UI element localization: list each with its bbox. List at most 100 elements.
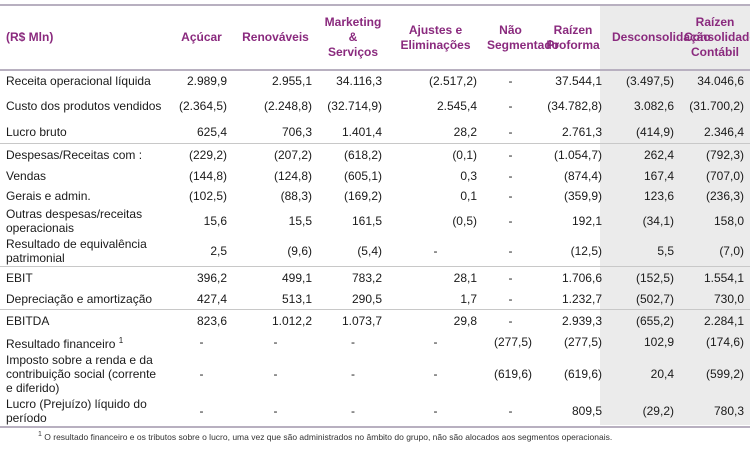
top-rule — [0, 4, 750, 6]
cell-proforma: (359,9) — [563, 189, 602, 203]
header-raizen-consolidado: Raízen Consolidado Contábil — [680, 6, 750, 71]
row-label: Lucro bruto — [0, 121, 170, 144]
cell-ajustes: 29,8 — [388, 309, 483, 332]
row-outras-despesas: Outras despesas/receitas operacionais 15,… — [0, 206, 750, 236]
cell-ajustes: (2.517,2) — [428, 74, 477, 88]
cell-consolidado: (599,2) — [705, 367, 744, 381]
cell-marketing: (169,2) — [343, 189, 382, 203]
row-depreciacao: Depreciação e amortização 427,4 513,1 290,5… — [0, 289, 750, 310]
cell-marketing: (605,1) — [343, 169, 382, 183]
row-label-text: Depreciação e amortização — [6, 292, 153, 306]
row-label-text: Resultado de equivalência patrimonial — [6, 237, 147, 265]
cell-desconsolidacao: 262,4 — [608, 143, 680, 166]
row-ebitda: EBITDA 823,6 1.012,2 1.073,7 29,8-2.939,3 (65… — [0, 309, 750, 332]
cell-marketing: - — [351, 335, 355, 349]
row-label: Resultado financeiro 1 — [0, 332, 170, 352]
row-gerais-admin: Gerais e admin. (102,5) (88,3) (169,2) 0,1 - (… — [0, 186, 750, 206]
table-body: Receita operacional líquida 2.989,9 2.955,… — [0, 70, 750, 428]
footnote-ref: 1 — [118, 335, 124, 345]
cell-acucar: 2.989,9 — [186, 74, 227, 88]
cell-nao-segmentado: - — [483, 396, 538, 428]
cell-desconsolidacao: 3.082,6 — [633, 99, 674, 113]
cell-renovaveis: 499,1 — [233, 266, 318, 289]
cell-consolidado: 2.284,1 — [680, 309, 750, 332]
header-acucar: Açúcar — [170, 6, 233, 71]
cell-nao-segmentado: - — [508, 99, 513, 113]
cell-renovaveis: - — [273, 335, 278, 349]
cell-ajustes: (0,1) — [388, 143, 483, 166]
header-ajustes-eliminacoes: Ajustes e Eliminações — [388, 6, 483, 71]
cell-marketing: 783,2 — [318, 266, 388, 289]
row-label: Vendas — [0, 166, 170, 186]
cell-consolidado: 730,0 — [713, 292, 744, 306]
cell-ajustes: - — [433, 244, 438, 258]
header-renovaveis: Renováveis — [233, 6, 318, 71]
cell-nao-segmentado: - — [508, 169, 513, 183]
row-label-text: Gerais e admin. — [6, 189, 91, 203]
cell-renovaveis: (2.248,8) — [263, 99, 312, 113]
row-label-text: Vendas — [6, 169, 47, 183]
cell-renovaveis: (207,2) — [233, 143, 318, 166]
cell-ajustes: 1,7 — [460, 292, 477, 306]
row-label: Receita operacional líquida — [0, 70, 170, 91]
footnote-marker: 1 — [38, 431, 42, 438]
row-label-text: EBITDA — [6, 314, 50, 328]
row-label: EBIT — [0, 266, 170, 289]
cell-consolidado: 1.554,1 — [680, 266, 750, 289]
cell-desconsolidacao: (655,2) — [608, 309, 680, 332]
cell-proforma: 2.761,3 — [561, 125, 602, 139]
cell-marketing: - — [318, 396, 388, 428]
row-label: Custo dos produtos vendidos — [0, 91, 170, 121]
cell-acucar: - — [170, 396, 233, 428]
cell-desconsolidacao: 167,4 — [643, 169, 674, 183]
row-despesas-receitas: Despesas/Receitas com : (229,2) (207,2) (61… — [0, 143, 750, 166]
cell-consolidado: 34.046,6 — [697, 74, 744, 88]
cell-renovaveis: 706,3 — [281, 125, 312, 139]
cell-consolidado: (707,0) — [705, 169, 744, 183]
cell-ajustes: 28,2 — [453, 125, 477, 139]
header-desconsolidacao: Desconsolidação — [608, 6, 711, 71]
row-label-text: EBIT — [6, 271, 33, 285]
cell-proforma: 1.706,6 — [538, 266, 608, 289]
cell-renovaveis: (88,3) — [280, 189, 312, 203]
row-lucro-liquido: Lucro (Prejuízo) líquido do período - - - - -… — [0, 396, 750, 428]
cell-marketing: 1.401,4 — [341, 125, 382, 139]
cell-acucar: 15,6 — [203, 214, 227, 228]
row-label: Resultado de equivalência patrimonial — [0, 236, 170, 267]
cell-nao-segmentado: - — [508, 74, 513, 88]
row-ebit: EBIT 396,2 499,1 783,2 28,1-1.706,6 (152,5) 1.… — [0, 266, 750, 289]
cell-proforma: (12,5) — [570, 244, 602, 258]
row-label-text: Imposto sobre a renda e da contribuição … — [6, 353, 157, 395]
cell-marketing: (32.714,9) — [327, 99, 382, 113]
cell-consolidado: 158,0 — [713, 214, 744, 228]
cell-marketing: 1.073,7 — [318, 309, 388, 332]
cell-acucar: 396,2 — [170, 266, 233, 289]
row-resultado-financeiro: Resultado financeiro 1 - - - - (277,5) (277,5)… — [0, 332, 750, 352]
cell-acucar: (2.364,5) — [178, 99, 227, 113]
cell-proforma: 809,5 — [538, 396, 608, 428]
cell-proforma: 2.939,3 — [538, 309, 608, 332]
header-raizen-proforma: Raízen Proforma — [538, 6, 608, 71]
cell-proforma: (874,4) — [563, 169, 602, 183]
header-marketing-servicos: Marketing & Serviços — [318, 6, 388, 71]
cell-marketing: 34.116,3 — [336, 74, 382, 88]
row-label-text: Resultado financeiro — [6, 336, 116, 351]
segment-results-table: (R$ Mln) Açúcar Renováveis Marketing & S… — [0, 6, 750, 428]
cell-desconsolidacao: (414,9) — [635, 125, 674, 139]
footnote-text: O resultado financeiro e os tributos sob… — [44, 431, 613, 442]
cell-renovaveis: (124,8) — [273, 169, 312, 183]
row-label-text: Lucro (Prejuízo) líquido do período — [6, 397, 147, 425]
cell-nao-segmentado: - — [483, 266, 538, 289]
cell-proforma: 192,1 — [571, 214, 602, 228]
cell-acucar: 625,4 — [196, 125, 227, 139]
cell-consolidado: (236,3) — [705, 189, 744, 203]
cell-nao-segmentado: - — [483, 309, 538, 332]
row-label: EBITDA — [0, 309, 170, 332]
cell-renovaveis: 2.955,1 — [271, 74, 312, 88]
cell-acucar: 2,5 — [210, 244, 227, 258]
cell-ajustes: 0,1 — [460, 189, 477, 203]
table-header-row: (R$ Mln) Açúcar Renováveis Marketing & S… — [0, 6, 750, 71]
cell-nao-segmentado: - — [508, 244, 513, 258]
cell-desconsolidacao: 102,9 — [643, 335, 674, 349]
